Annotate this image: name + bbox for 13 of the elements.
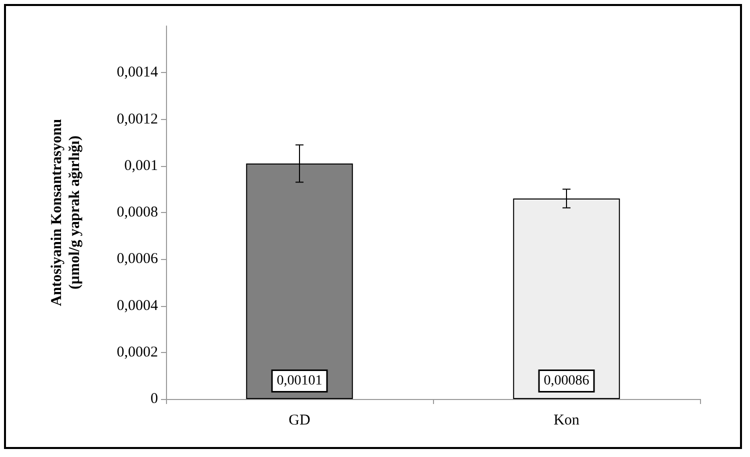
- y-tick-label: 0,0002: [116, 344, 158, 360]
- x-tick-label: GD: [288, 412, 310, 428]
- y-axis-title: Antosiyanin Konsantrasyonu (µmol/g yaprak ağırlığı): [49, 118, 83, 306]
- y-tick-label: 0,0004: [116, 298, 158, 314]
- y-tick-label: 0,0012: [116, 111, 158, 128]
- data-label: 0,00101: [276, 374, 322, 388]
- y-tick-label: 0,001: [124, 158, 158, 174]
- y-tick-label: 0,0014: [116, 64, 158, 81]
- y-tick-label: 0,0006: [116, 251, 158, 268]
- y-tick-label: 0: [150, 391, 158, 407]
- data-label: 0,00086: [544, 374, 590, 388]
- x-tick-label: Kon: [554, 412, 580, 428]
- y-tick-label: 0,0008: [116, 204, 158, 220]
